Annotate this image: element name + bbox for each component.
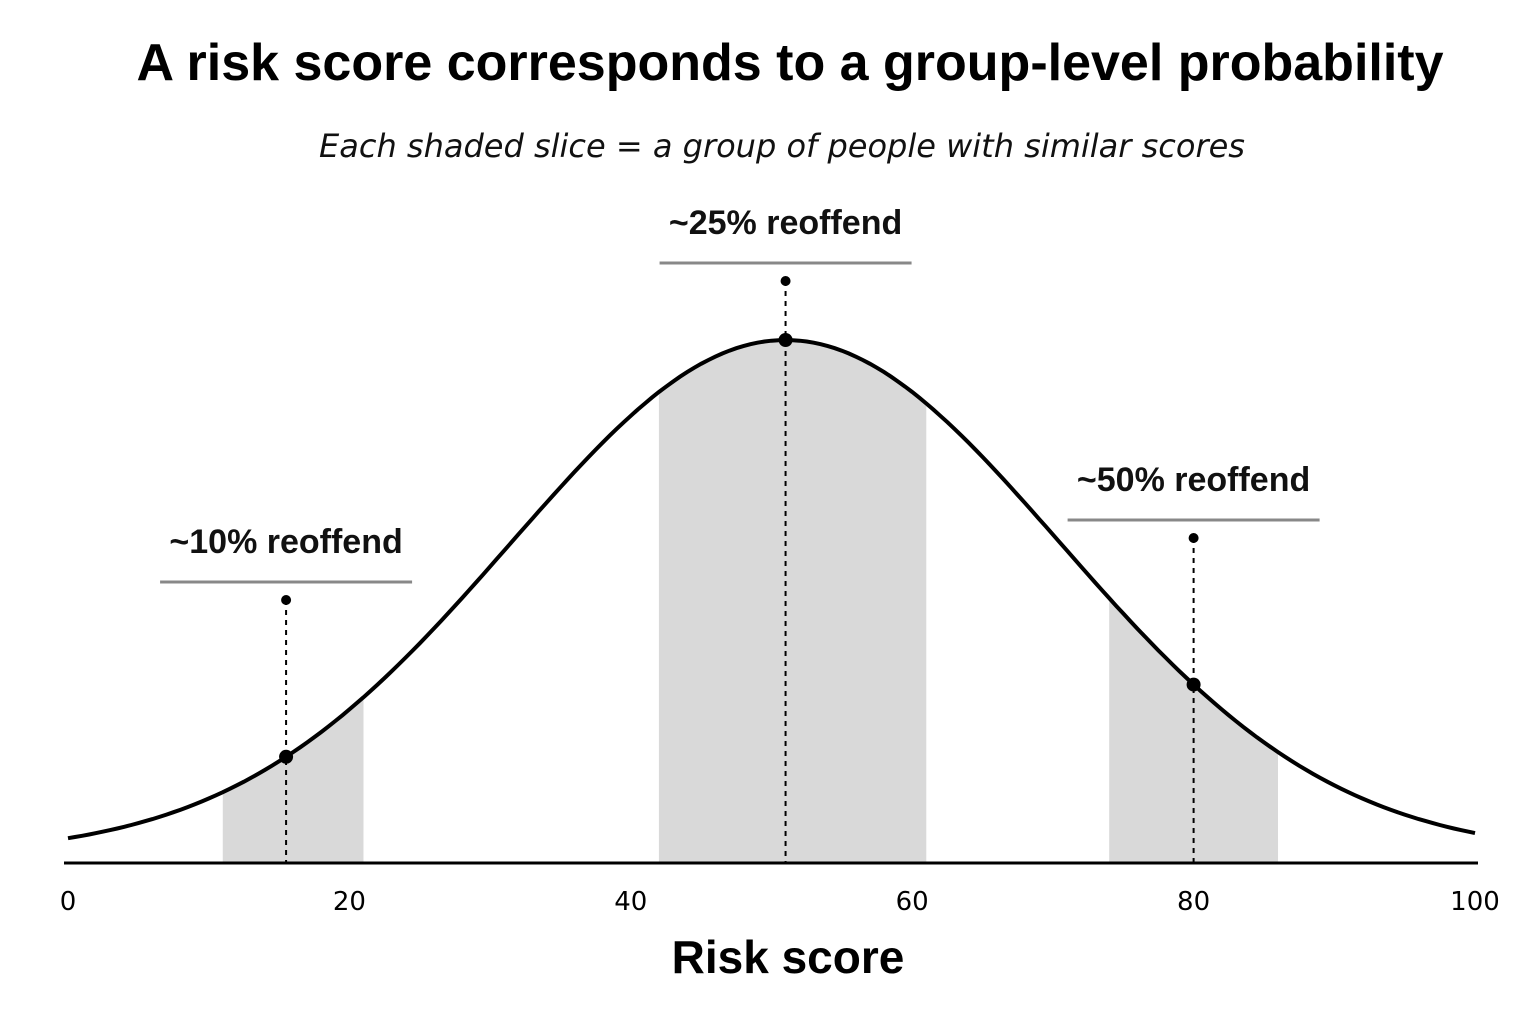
x-tick-label: 40 bbox=[614, 887, 647, 917]
x-tick-label: 20 bbox=[333, 887, 366, 917]
slice-label: ~50% reoffend bbox=[1077, 461, 1310, 499]
chart-title: A risk score corresponds to a group-leve… bbox=[136, 34, 1443, 92]
x-tick-label: 100 bbox=[1450, 887, 1500, 917]
x-tick-label: 60 bbox=[896, 887, 929, 917]
curve-marker-point bbox=[1186, 677, 1201, 692]
x-axis-label: Risk score bbox=[672, 931, 905, 983]
chart-subtitle: Each shaded slice = a group of people wi… bbox=[319, 127, 1245, 165]
x-tick-label: 80 bbox=[1177, 887, 1210, 917]
label-dot bbox=[780, 276, 791, 286]
slice-label: ~10% reoffend bbox=[169, 523, 402, 561]
distribution-curve bbox=[67, 337, 1476, 841]
shaded-slices bbox=[222, 340, 1279, 863]
annotations: ~10% reoffend ~25% reoffend ~50% reoffend bbox=[160, 204, 1320, 863]
label-dot bbox=[1188, 533, 1199, 543]
label-dot bbox=[281, 595, 292, 605]
shaded-slice bbox=[658, 340, 927, 863]
curve-marker-point bbox=[778, 333, 793, 347]
x-tick-labels: 0 20 40 60 80 100 bbox=[60, 887, 1500, 917]
shaded-slice bbox=[222, 697, 364, 863]
x-tick-label: 0 bbox=[60, 887, 77, 917]
curve-marker-point bbox=[279, 749, 294, 764]
slice-label: ~25% reoffend bbox=[669, 204, 902, 242]
